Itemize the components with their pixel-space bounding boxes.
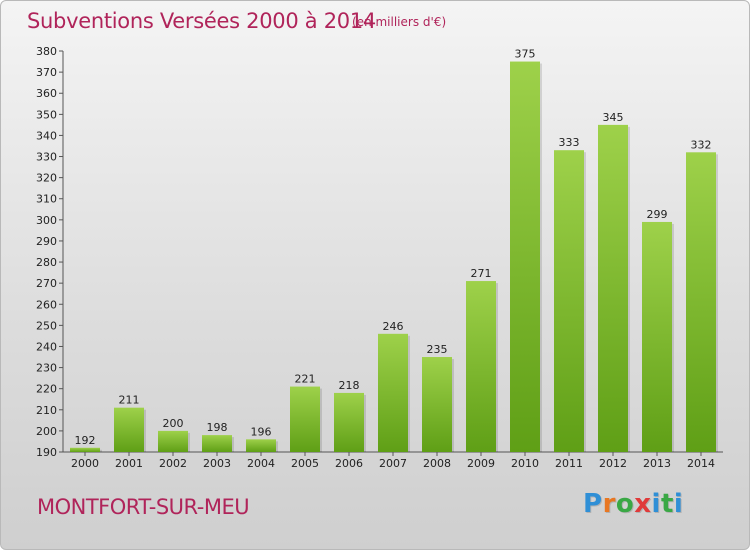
x-tick-label: 2002 xyxy=(159,457,187,470)
bar xyxy=(554,150,584,452)
bar xyxy=(598,124,628,453)
y-tick-label: 330 xyxy=(36,151,57,164)
bar xyxy=(378,333,408,452)
x-tick-label: 2011 xyxy=(555,457,583,470)
chart-title: Subventions Versées 2000 à 2014 xyxy=(27,9,376,33)
value-label: 200 xyxy=(163,417,184,430)
y-tick-label: 210 xyxy=(36,404,57,417)
y-tick-label: 260 xyxy=(36,298,57,311)
x-tick-label: 2014 xyxy=(687,457,715,470)
y-tick-label: 290 xyxy=(36,235,57,248)
value-label: 211 xyxy=(119,394,140,407)
bar xyxy=(466,281,496,452)
bar xyxy=(642,221,672,452)
value-label: 246 xyxy=(383,320,404,333)
bar xyxy=(70,447,100,452)
y-tick-label: 200 xyxy=(36,425,57,438)
value-label: 332 xyxy=(691,138,712,151)
x-tick-label: 2013 xyxy=(643,457,671,470)
x-tick-label: 2010 xyxy=(511,457,539,470)
bar xyxy=(246,439,276,452)
bar xyxy=(202,435,232,452)
bar xyxy=(510,61,540,452)
value-label: 196 xyxy=(251,425,272,438)
bar xyxy=(114,407,144,452)
value-label: 271 xyxy=(471,267,492,280)
x-tick-label: 2007 xyxy=(379,457,407,470)
y-tick-label: 220 xyxy=(36,383,57,396)
value-label: 299 xyxy=(647,208,668,221)
x-tick-label: 2012 xyxy=(599,457,627,470)
x-tick-label: 2006 xyxy=(335,457,363,470)
y-tick-label: 340 xyxy=(36,129,57,142)
chart-subtitle: (en milliers d'€) xyxy=(352,15,447,29)
y-tick-label: 240 xyxy=(36,340,57,353)
logo-letter: x xyxy=(634,489,652,519)
x-tick-label: 2009 xyxy=(467,457,495,470)
logo-letter: i xyxy=(673,489,684,519)
y-tick-label: 230 xyxy=(36,362,57,375)
bar xyxy=(290,386,320,452)
x-tick-label: 2004 xyxy=(247,457,275,470)
x-tick-label: 2000 xyxy=(71,457,99,470)
logo-letter: t xyxy=(660,489,674,519)
value-label: 198 xyxy=(207,421,228,434)
value-label: 192 xyxy=(75,434,96,447)
y-tick-label: 380 xyxy=(36,45,57,58)
x-tick-label: 2008 xyxy=(423,457,451,470)
value-label: 345 xyxy=(603,111,624,124)
y-tick-label: 350 xyxy=(36,108,57,121)
logo-letter: P xyxy=(583,489,603,519)
bar xyxy=(158,430,188,452)
y-tick-label: 270 xyxy=(36,277,57,290)
y-tick-label: 370 xyxy=(36,66,57,79)
y-tick-label: 190 xyxy=(36,446,57,459)
logo-letter: r xyxy=(602,489,616,519)
commune-name: MONTFORT-SUR-MEU xyxy=(37,495,250,519)
bar xyxy=(686,152,716,452)
value-label: 218 xyxy=(339,379,360,392)
y-tick-label: 360 xyxy=(36,87,57,100)
value-label: 221 xyxy=(295,373,316,386)
value-label: 375 xyxy=(515,48,536,61)
y-tick-label: 300 xyxy=(36,214,57,227)
logo-letter: o xyxy=(615,489,635,519)
logo-letter: i xyxy=(651,489,661,519)
value-label: 235 xyxy=(427,343,448,356)
value-label: 333 xyxy=(559,136,580,149)
y-tick-label: 310 xyxy=(36,193,57,206)
x-tick-label: 2003 xyxy=(203,457,231,470)
proxiti-logo[interactable]: Proxiti xyxy=(583,489,683,519)
y-tick-label: 320 xyxy=(36,172,57,185)
bar xyxy=(334,392,364,452)
x-tick-label: 2005 xyxy=(291,457,319,470)
y-tick-label: 280 xyxy=(36,256,57,269)
x-tick-label: 2001 xyxy=(115,457,143,470)
y-tick-label: 250 xyxy=(36,319,57,332)
bar xyxy=(422,357,452,452)
